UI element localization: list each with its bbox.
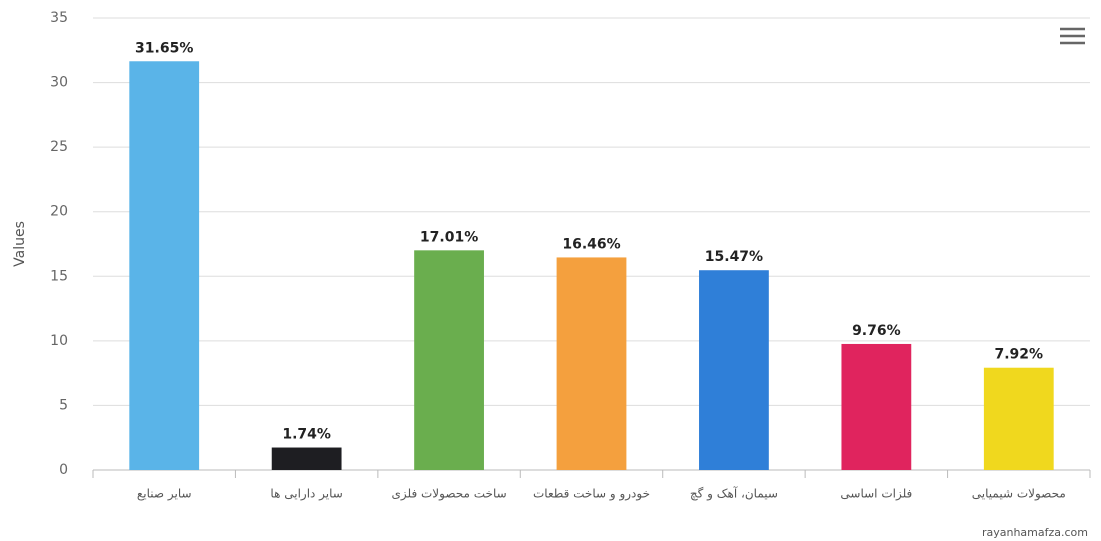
data-label: 15.47%	[705, 249, 763, 265]
y-tick-label: 0	[59, 462, 68, 478]
x-tick-label: ساخت محصولات فلزی	[391, 487, 506, 502]
bar	[699, 270, 769, 470]
data-label: 1.74%	[282, 427, 331, 443]
y-tick-label: 10	[50, 333, 68, 349]
bar	[271, 447, 342, 470]
y-tick-label: 35	[50, 10, 68, 26]
y-tick-label: 30	[50, 75, 68, 91]
bar	[414, 250, 484, 470]
bar	[129, 61, 200, 471]
data-label: 7.92%	[994, 347, 1043, 363]
data-label: 9.76%	[852, 323, 901, 339]
menu-icon[interactable]	[1060, 27, 1085, 45]
y-tick-label: 25	[50, 139, 68, 155]
x-tick-label: فلزات اساسی	[840, 487, 912, 502]
y-axis-label: Values	[12, 221, 28, 267]
x-tick-label: محصولات شیمیایی	[972, 487, 1066, 502]
data-label: 31.65%	[135, 40, 193, 56]
data-label: 17.01%	[420, 229, 478, 245]
x-tick-label: خودرو و ساخت قطعات	[533, 487, 650, 502]
x-tick-label: سایر دارایی ها	[270, 487, 342, 502]
bar	[983, 367, 1054, 470]
y-tick-label: 15	[50, 268, 68, 284]
bar	[841, 343, 912, 470]
bar	[556, 257, 627, 470]
data-label: 16.46%	[562, 236, 620, 252]
y-tick-label: 20	[50, 204, 68, 220]
y-tick-label: 5	[59, 397, 68, 413]
credit: rayanhamafza.com	[982, 526, 1088, 539]
x-tick-label: سیمان، آهک و گچ	[690, 486, 778, 502]
x-tick-label: سایر صنایع	[137, 487, 192, 502]
